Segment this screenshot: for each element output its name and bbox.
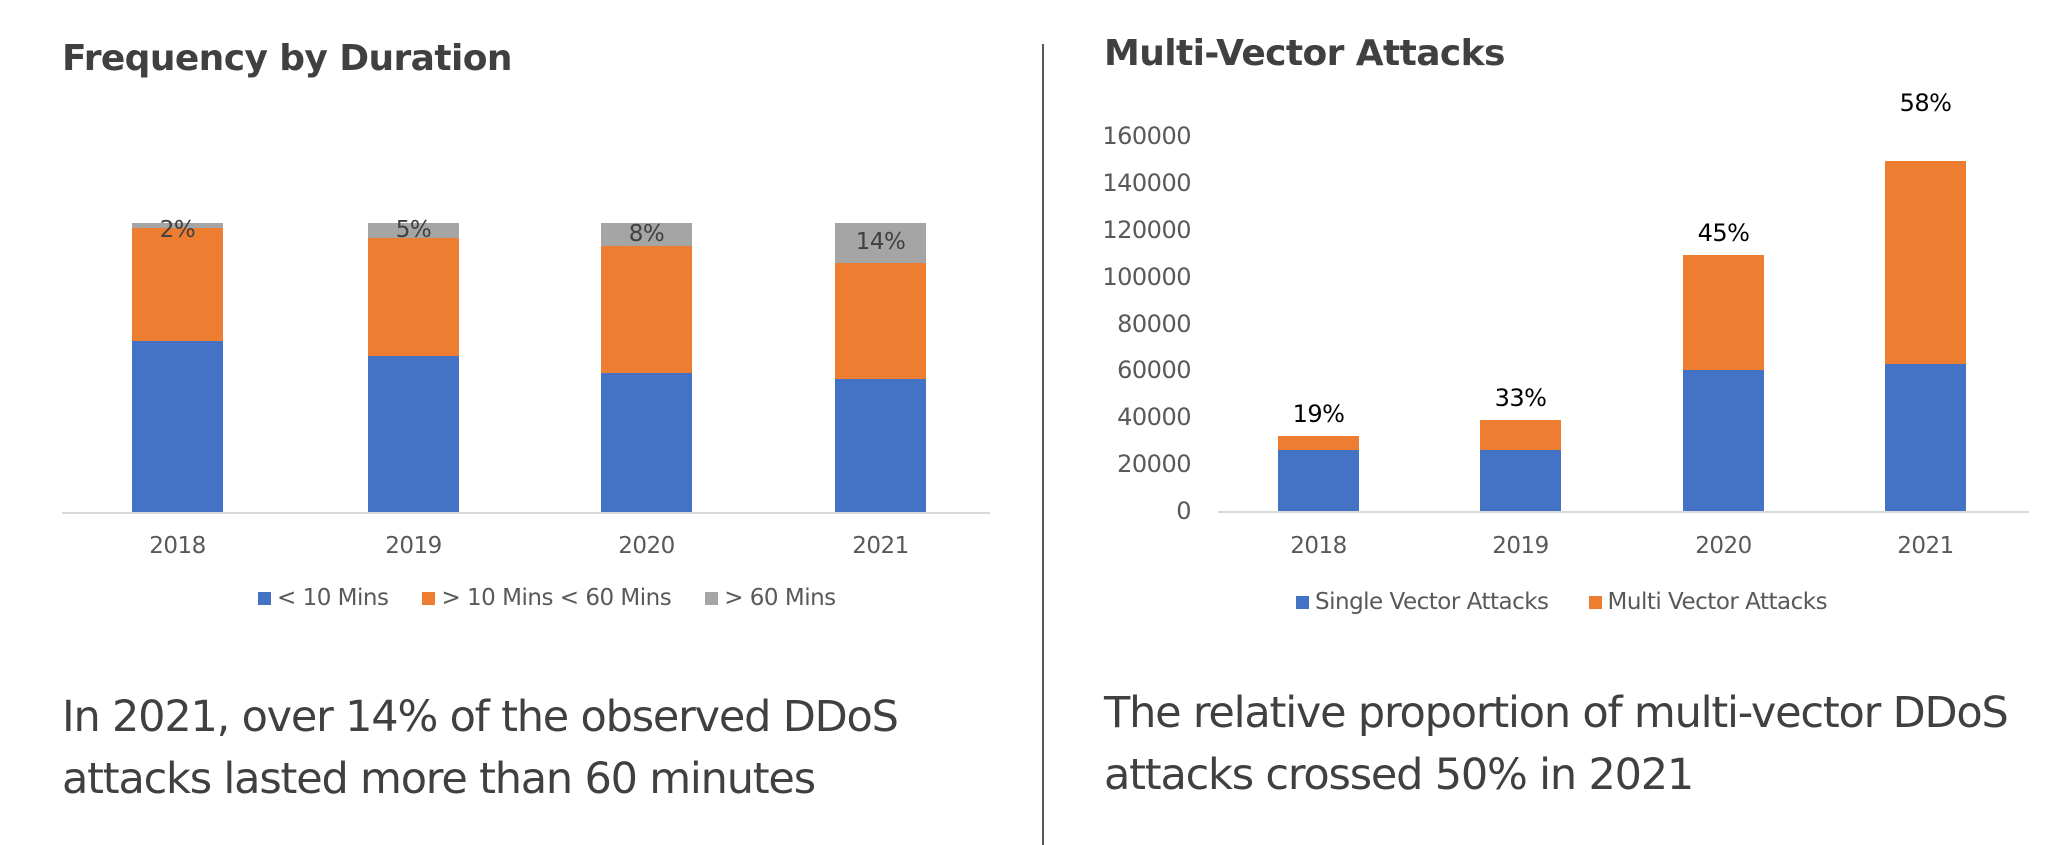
bar-segment — [132, 341, 223, 512]
legend-label: < 10 Mins — [277, 585, 389, 611]
legend-swatch-orange — [422, 591, 436, 605]
bar-segment — [1885, 364, 1966, 511]
segment-data-label: 14% — [855, 229, 906, 255]
bar-segment — [601, 246, 692, 373]
segment-data-label: 2% — [159, 217, 196, 243]
x-axis-label: 2019 — [1492, 533, 1549, 559]
bar-segment: 2% — [132, 217, 223, 243]
legend-swatch-orange — [1588, 595, 1602, 609]
right-caption: The relative proportion of multi-vector … — [1104, 682, 2009, 806]
stack-total-label: 33% — [1494, 384, 1547, 413]
left-caption-line-2: attacks lasted more than 60 minutes — [62, 754, 816, 804]
x-axis-label: 2018 — [1290, 533, 1347, 559]
left-x-axis — [62, 512, 990, 514]
x-axis-label: 2020 — [618, 533, 675, 559]
bar-segment — [835, 263, 926, 379]
y-axis-tick-label: 40000 — [1117, 403, 1191, 432]
left-legend: < 10 Mins > 10 Mins < 60 Mins > 60 Mins — [258, 585, 870, 611]
bar-segment — [1480, 420, 1561, 451]
x-axis-label: 2021 — [1897, 533, 1954, 559]
right-legend: Single Vector Attacks Multi Vector Attac… — [1296, 589, 1861, 615]
y-axis-tick-label: 160000 — [1102, 122, 1191, 150]
bar-segment — [1683, 255, 1764, 370]
y-axis-tick-label: 100000 — [1102, 262, 1191, 291]
bar-2021: 14% — [835, 223, 926, 512]
bar-segment — [1683, 369, 1764, 511]
bar-2018: 2% — [132, 217, 223, 512]
bar-segment: 8% — [601, 220, 692, 247]
legend-item-10-to-60-mins: > 10 Mins < 60 Mins — [422, 585, 672, 611]
legend-item-over-60-mins: > 60 Mins — [705, 585, 836, 611]
bar-segment — [368, 356, 459, 512]
y-axis-tick-label: 120000 — [1102, 215, 1191, 244]
stack-total-label: 19% — [1292, 399, 1345, 428]
bar-segment — [368, 238, 459, 356]
bar-2019: 5% — [368, 217, 459, 512]
bar-segment — [601, 373, 692, 512]
bar-segment — [1480, 450, 1561, 511]
legend-swatch-blue — [1296, 595, 1309, 609]
left-chart-title: Frequency by Duration — [62, 38, 512, 79]
left-caption-line-1: In 2021, over 14% of the observed DDoS — [62, 692, 899, 742]
bar-2020 — [1683, 255, 1764, 511]
legend-swatch-blue — [258, 591, 271, 605]
bar-segment — [1278, 435, 1359, 451]
x-axis-label: 2021 — [852, 533, 909, 559]
segment-data-label: 5% — [395, 217, 432, 243]
legend-item-multi-vector: Multi Vector Attacks — [1588, 589, 1828, 615]
right-caption-line-2: attacks crossed 50% in 2021 — [1104, 750, 1694, 800]
right-x-axis — [1218, 511, 2029, 513]
left-caption: In 2021, over 14% of the observed DDoS a… — [62, 686, 899, 810]
bar-segment — [1278, 450, 1359, 511]
bar-segment — [132, 228, 223, 341]
y-axis-tick-label: 140000 — [1102, 168, 1191, 197]
y-axis-tick-label: 80000 — [1117, 309, 1191, 338]
legend-label: > 10 Mins < 60 Mins — [441, 585, 672, 611]
bar-segment: 5% — [368, 217, 459, 243]
legend-label: > 60 Mins — [724, 585, 836, 611]
legend-swatch-gray — [705, 591, 719, 605]
legend-label: Single Vector Attacks — [1315, 589, 1549, 615]
panel-divider — [1042, 44, 1044, 845]
y-axis-tick-label: 20000 — [1117, 450, 1191, 479]
legend-item-single-vector: Single Vector Attacks — [1296, 589, 1549, 615]
bar-segment — [1885, 161, 1966, 365]
bar-2018 — [1278, 435, 1359, 511]
bar-segment — [835, 379, 926, 512]
y-axis-tick-label: 60000 — [1117, 356, 1191, 385]
bar-2019 — [1480, 420, 1561, 511]
stack-total-label: 58% — [1899, 89, 1952, 118]
stack-total-label: 45% — [1697, 219, 1750, 248]
right-chart-title: Multi-Vector Attacks — [1104, 33, 1505, 74]
right-caption-line-1: The relative proportion of multi-vector … — [1104, 688, 2009, 738]
legend-item-under-10-mins: < 10 Mins — [258, 585, 389, 611]
segment-data-label: 8% — [628, 220, 665, 247]
bar-2020: 8% — [601, 220, 692, 512]
bar-segment: 14% — [835, 223, 926, 263]
y-axis-tick-label: 0 — [1176, 497, 1191, 525]
x-axis-label: 2018 — [149, 533, 206, 559]
legend-label: Multi Vector Attacks — [1607, 589, 1828, 615]
bar-2021 — [1885, 161, 1966, 511]
x-axis-label: 2019 — [385, 533, 442, 559]
x-axis-label: 2020 — [1695, 533, 1752, 559]
duration-chart-plot: 2% 2018 5% 2019 8% 2020 14% 2021 — [62, 217, 990, 559]
